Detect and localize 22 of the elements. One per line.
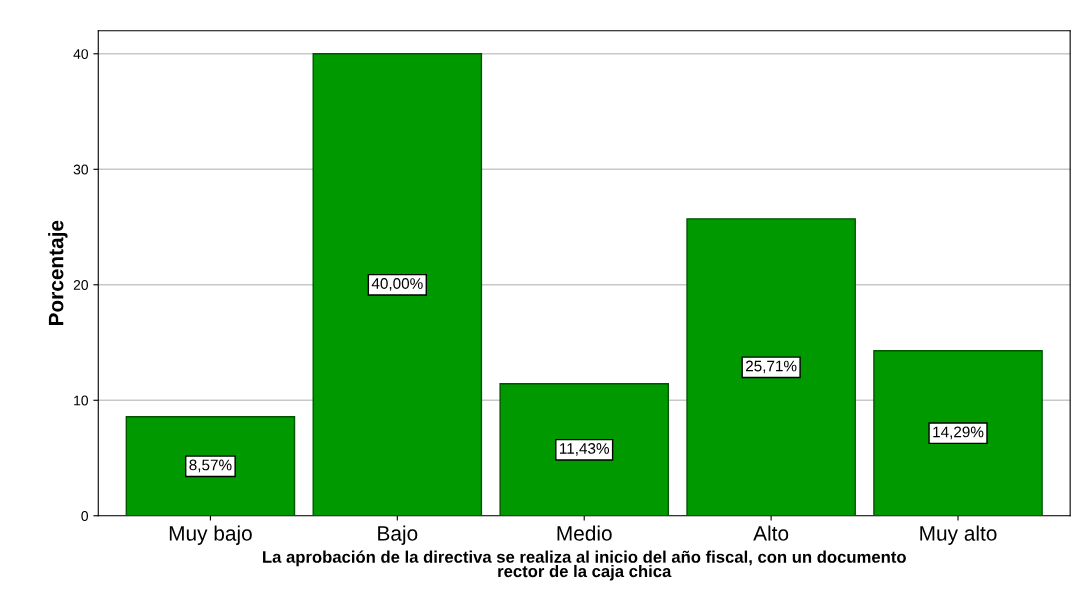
data-label: 40,00% <box>371 278 423 291</box>
data-label: 14,29% <box>933 426 984 440</box>
x-axis-title: La aprobación de la directiva se realiza al inicio del año fiscal, con un documento rector de la caja chica <box>263 550 906 581</box>
y-tick-label: 40 <box>73 49 89 59</box>
y-axis-title: Porcentaje <box>48 220 68 326</box>
y-tick-label: 20 <box>73 280 89 290</box>
y-tick-label: 10 <box>74 395 89 406</box>
x-tick-label: Muy bajo <box>169 525 252 545</box>
bar <box>873 350 1043 516</box>
x-tick-label: Bajo <box>378 525 418 545</box>
y-tick-label: 0 <box>81 511 89 521</box>
data-label: 8,57% <box>189 459 232 473</box>
bar <box>686 218 856 516</box>
data-label: 25,71% <box>745 360 797 374</box>
x-tick-label: Medio <box>557 525 612 541</box>
x-tick-label: Muy alto <box>920 525 997 545</box>
bar <box>312 53 483 516</box>
x-tick-label: Alto <box>753 525 789 541</box>
bar <box>125 416 296 516</box>
y-tick-label: 30 <box>73 164 89 175</box>
data-label: 11,43% <box>560 443 610 456</box>
bar <box>499 383 670 516</box>
